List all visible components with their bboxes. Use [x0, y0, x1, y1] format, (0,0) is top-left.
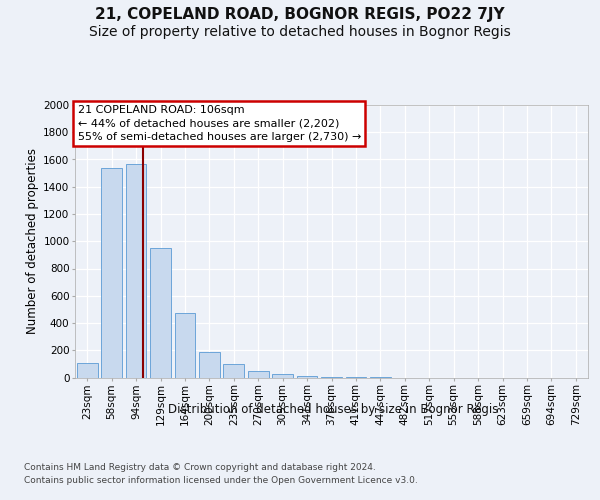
Text: 21 COPELAND ROAD: 106sqm
← 44% of detached houses are smaller (2,202)
55% of sem: 21 COPELAND ROAD: 106sqm ← 44% of detach…	[77, 106, 361, 142]
Bar	[199, 352, 220, 378]
Text: Distribution of detached houses by size in Bognor Regis: Distribution of detached houses by size …	[168, 402, 498, 415]
Bar	[248, 372, 269, 378]
Bar	[223, 364, 244, 378]
Bar	[101, 168, 122, 378]
Bar	[77, 363, 98, 378]
Bar	[272, 374, 293, 378]
Bar	[175, 314, 196, 378]
Text: Contains HM Land Registry data © Crown copyright and database right 2024.: Contains HM Land Registry data © Crown c…	[24, 462, 376, 471]
Text: Size of property relative to detached houses in Bognor Regis: Size of property relative to detached ho…	[89, 25, 511, 39]
Y-axis label: Number of detached properties: Number of detached properties	[26, 148, 39, 334]
Bar	[296, 376, 317, 378]
Bar	[321, 377, 342, 378]
Text: 21, COPELAND ROAD, BOGNOR REGIS, PO22 7JY: 21, COPELAND ROAD, BOGNOR REGIS, PO22 7J…	[95, 8, 505, 22]
Bar	[150, 248, 171, 378]
Bar	[125, 164, 146, 378]
Text: Contains public sector information licensed under the Open Government Licence v3: Contains public sector information licen…	[24, 476, 418, 485]
